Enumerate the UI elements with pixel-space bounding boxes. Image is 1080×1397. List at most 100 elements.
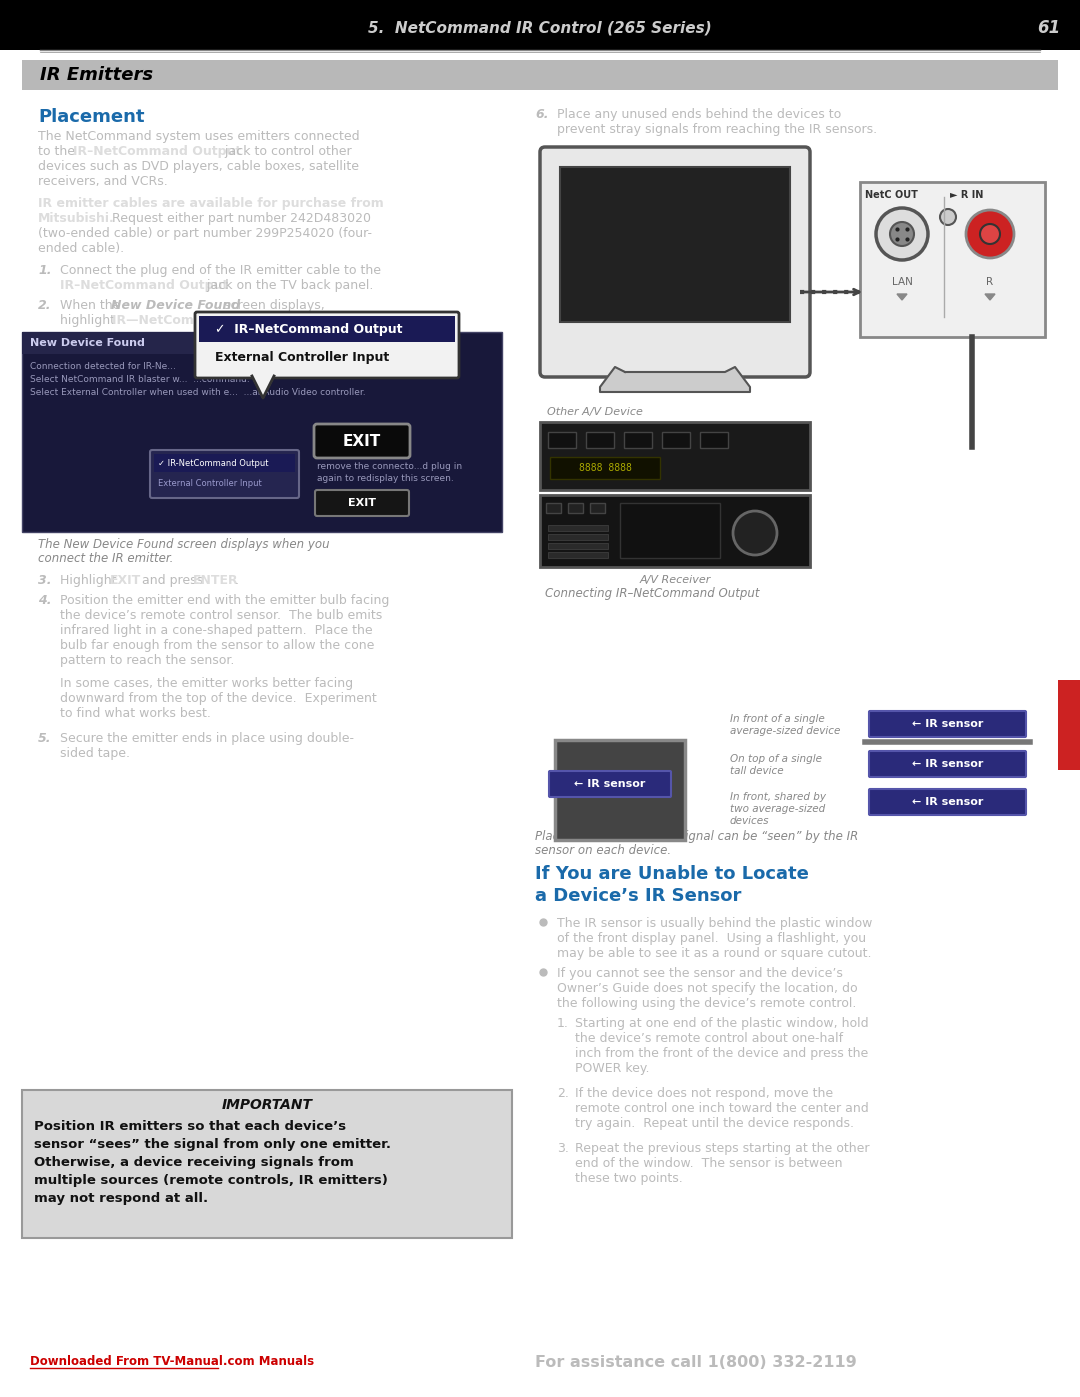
Text: IR emitter cables are available for purchase from: IR emitter cables are available for purc… <box>38 197 383 210</box>
Text: In some cases, the emitter works better facing: In some cases, the emitter works better … <box>60 678 353 690</box>
Text: Connect the plug end of the IR emitter cable to the: Connect the plug end of the IR emitter c… <box>60 264 381 277</box>
Polygon shape <box>600 367 750 393</box>
Text: IR–NetCommand Output: IR–NetCommand Output <box>60 279 228 292</box>
Text: screen displays,: screen displays, <box>220 299 325 312</box>
Circle shape <box>876 208 928 260</box>
Text: NOTE:: NOTE: <box>318 450 349 460</box>
Text: 61: 61 <box>1037 20 1059 36</box>
FancyBboxPatch shape <box>150 450 299 497</box>
Text: ← IR sensor: ← IR sensor <box>912 798 983 807</box>
Text: remote control one inch toward the center and: remote control one inch toward the cente… <box>575 1102 868 1115</box>
Text: A/V Receiver: A/V Receiver <box>639 576 711 585</box>
Text: devices such as DVD players, cable boxes, satellite: devices such as DVD players, cable boxes… <box>38 161 359 173</box>
Bar <box>620 503 720 557</box>
Text: The IR sensor is usually behind the plastic window: The IR sensor is usually behind the plas… <box>557 916 873 930</box>
Text: NetC OUT: NetC OUT <box>865 190 918 200</box>
Bar <box>860 182 1045 337</box>
Bar <box>540 495 810 567</box>
Text: sensor “sees” the signal from only one emitter.: sensor “sees” the signal from only one e… <box>33 1139 391 1151</box>
Bar <box>22 332 222 353</box>
Text: 1.: 1. <box>38 264 52 277</box>
FancyBboxPatch shape <box>549 771 671 798</box>
Text: The New Device Found screen displays when you: The New Device Found screen displays whe… <box>38 538 329 550</box>
Text: jack to control other: jack to control other <box>221 145 352 158</box>
Text: average-sized device: average-sized device <box>730 726 840 736</box>
Text: Downloaded From TV-Manual.com Manuals: Downloaded From TV-Manual.com Manuals <box>30 1355 314 1368</box>
Text: EXIT: EXIT <box>342 433 381 448</box>
Text: LAN: LAN <box>892 277 913 286</box>
Text: Starting at one end of the plastic window, hold: Starting at one end of the plastic windo… <box>575 1017 868 1030</box>
Bar <box>22 60 1058 89</box>
Bar <box>561 168 789 321</box>
Text: If you cannot see the sensor and the device’s: If you cannot see the sensor and the dev… <box>557 967 842 981</box>
Text: .: . <box>235 574 239 587</box>
Bar <box>624 432 652 448</box>
Text: Otherwise, a device receiving signals from: Otherwise, a device receiving signals fr… <box>33 1155 354 1169</box>
Polygon shape <box>985 293 995 300</box>
Text: ENTER: ENTER <box>193 574 239 587</box>
Text: the device’s remote control sensor.  The bulb emits: the device’s remote control sensor. The … <box>60 609 382 622</box>
Polygon shape <box>897 293 907 300</box>
Text: two average-sized: two average-sized <box>730 805 825 814</box>
Text: ✓ IR-NetCommand Output: ✓ IR-NetCommand Output <box>158 458 269 468</box>
Polygon shape <box>252 376 274 398</box>
Text: highlight: highlight <box>60 314 119 327</box>
Text: again to redisplay this screen.: again to redisplay this screen. <box>318 474 454 483</box>
Text: Select External Controller when used with e...  ...al Audio Video controller.: Select External Controller when used wit… <box>30 388 366 397</box>
Text: these two points.: these two points. <box>575 1172 683 1185</box>
Text: EXIT: EXIT <box>348 497 376 509</box>
Text: Position IR emitters so that each device’s: Position IR emitters so that each device… <box>33 1120 346 1133</box>
Bar <box>548 525 608 531</box>
Bar <box>550 457 660 479</box>
FancyBboxPatch shape <box>195 312 459 379</box>
Text: Connection detected for IR-Ne...: Connection detected for IR-Ne... <box>30 362 176 372</box>
Circle shape <box>890 222 914 246</box>
Text: (two-ended cable) or part number 299P254020 (four-: (two-ended cable) or part number 299P254… <box>38 226 372 240</box>
Bar <box>590 503 605 513</box>
Bar <box>586 432 615 448</box>
Text: ← IR sensor: ← IR sensor <box>912 719 983 729</box>
Circle shape <box>980 224 1000 244</box>
Text: 5.: 5. <box>38 732 52 745</box>
Text: IMPORTANT: IMPORTANT <box>221 1098 312 1112</box>
Text: multiple sources (remote controls, IR emitters): multiple sources (remote controls, IR em… <box>33 1173 388 1187</box>
Text: the following using the device’s remote control.: the following using the device’s remote … <box>557 997 856 1010</box>
Text: Request either part number 242D483020: Request either part number 242D483020 <box>104 212 372 225</box>
Bar <box>540 422 810 490</box>
Text: Place IR emitters so the signal can be “seen” by the IR: Place IR emitters so the signal can be “… <box>535 830 859 842</box>
Text: The NetCommand system uses emitters connected: The NetCommand system uses emitters conn… <box>38 130 360 142</box>
Bar <box>1058 680 1080 770</box>
Text: and press: and press <box>138 574 207 587</box>
Text: In front, shared by: In front, shared by <box>730 792 826 802</box>
Text: 2.: 2. <box>557 1087 569 1099</box>
Text: Mitsubishi.: Mitsubishi. <box>38 212 114 225</box>
Text: end of the window.  The sensor is between: end of the window. The sensor is between <box>575 1157 842 1171</box>
Bar <box>22 332 502 532</box>
Text: 8888 8888: 8888 8888 <box>579 462 632 474</box>
Text: 5.  NetCommand IR Control (265 Series): 5. NetCommand IR Control (265 Series) <box>368 21 712 35</box>
FancyBboxPatch shape <box>869 789 1026 814</box>
Text: may be able to see it as a round or square cutout.: may be able to see it as a round or squa… <box>557 947 872 960</box>
Text: ended cable).: ended cable). <box>38 242 124 256</box>
Text: infrared light in a cone-shaped pattern.  Place the: infrared light in a cone-shaped pattern.… <box>60 624 373 637</box>
Text: Secure the emitter ends in place using double-: Secure the emitter ends in place using d… <box>60 732 354 745</box>
Bar <box>548 543 608 549</box>
Text: prevent stray signals from reaching the IR sensors.: prevent stray signals from reaching the … <box>557 123 877 136</box>
Text: IR—NetCommand Output.: IR—NetCommand Output. <box>112 314 292 327</box>
Text: For assistance call 1(800) 332-2119: For assistance call 1(800) 332-2119 <box>535 1355 856 1370</box>
Text: In front of a single: In front of a single <box>730 714 825 724</box>
Text: If the w...: If the w... <box>352 450 394 460</box>
Text: devices: devices <box>730 816 769 826</box>
FancyBboxPatch shape <box>869 752 1026 777</box>
Text: try again.  Repeat until the device responds.: try again. Repeat until the device respo… <box>575 1118 854 1130</box>
Text: the device’s remote control about one-half: the device’s remote control about one-ha… <box>575 1032 843 1045</box>
Bar <box>555 740 685 840</box>
Text: R: R <box>986 277 994 286</box>
Text: to find what works best.: to find what works best. <box>60 707 211 719</box>
Text: Repeat the previous steps starting at the other: Repeat the previous steps starting at th… <box>575 1141 869 1155</box>
Bar <box>548 534 608 541</box>
Text: 1.: 1. <box>557 1017 569 1030</box>
Text: If You are Unable to Locate: If You are Unable to Locate <box>535 865 809 883</box>
Text: 3.: 3. <box>557 1141 569 1155</box>
Text: 4.: 4. <box>38 594 52 608</box>
